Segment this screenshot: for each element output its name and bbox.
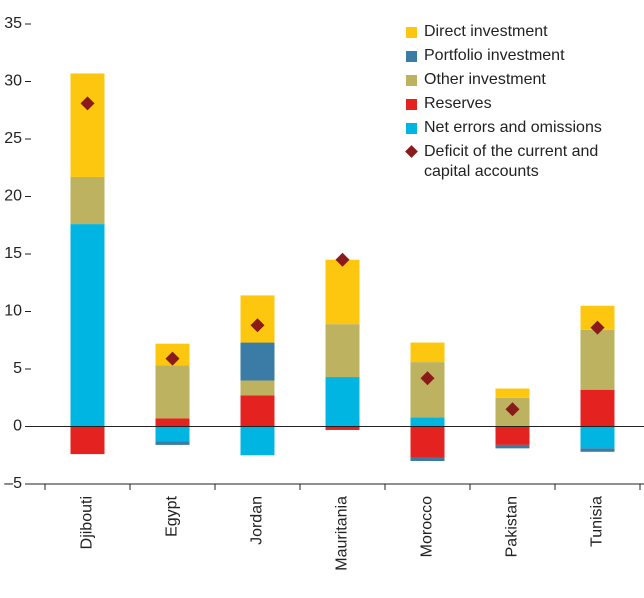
- y-tick-label: 25: [4, 130, 22, 147]
- bar-segment: [410, 457, 445, 461]
- bar-segment: [580, 448, 615, 452]
- legend-label: Portfolio investment: [424, 47, 565, 64]
- marker: [165, 351, 180, 366]
- bar-segment: [325, 324, 360, 378]
- legend-label: Direct investment: [424, 23, 548, 40]
- legend-label: Reserves: [424, 95, 492, 112]
- marker: [80, 96, 95, 111]
- y-tick-label: 0: [13, 418, 22, 435]
- bar-segment: [70, 73, 105, 177]
- marker: [335, 252, 350, 267]
- y-tick-label: 30: [4, 73, 22, 90]
- y-tick-label: 20: [4, 188, 22, 205]
- bar-segment: [580, 329, 615, 390]
- y-tick-label: 10: [4, 303, 22, 320]
- y-tick-label: –5: [4, 475, 22, 492]
- bar-segment: [240, 426, 275, 456]
- marker: [505, 402, 520, 417]
- bar-segment: [70, 224, 105, 427]
- x-tick-label: Mauritania: [334, 496, 351, 571]
- legend-item: Portfolio investment: [404, 46, 640, 66]
- bar-segment: [325, 259, 360, 325]
- marker: [420, 371, 435, 386]
- bar-segment: [240, 380, 275, 396]
- bar-segment: [325, 377, 360, 427]
- x-tick-label: Djibouti: [79, 496, 96, 549]
- legend-label: Deficit of the current and capital accou…: [424, 143, 599, 180]
- bar-segment: [495, 426, 530, 445]
- bar-segment: [155, 426, 190, 442]
- bar-segment: [70, 426, 105, 455]
- bar-segment: [155, 441, 190, 445]
- bar-segment: [410, 426, 445, 458]
- legend-item: Reserves: [404, 94, 640, 114]
- x-tick-label: Egypt: [164, 495, 181, 536]
- legend-item: Other investment: [404, 70, 640, 90]
- x-tick-label: Pakistan: [504, 496, 521, 557]
- bar-segment: [410, 362, 445, 418]
- bar-segment: [325, 426, 360, 430]
- y-tick-label: 35: [4, 15, 22, 32]
- legend-swatch: [406, 27, 417, 38]
- legend-swatch: [405, 145, 418, 158]
- legend-item: Deficit of the current and capital accou…: [404, 142, 640, 182]
- legend-item: Net errors and omissions: [404, 118, 640, 138]
- bar-segment: [240, 342, 275, 381]
- legend-item: Direct investment: [404, 22, 640, 42]
- bar-segment: [580, 426, 615, 449]
- x-tick-label: Morocco: [419, 496, 436, 557]
- bar-segment: [155, 418, 190, 427]
- bar-segment: [495, 388, 530, 398]
- bar-segment: [240, 395, 275, 427]
- x-tick-label: Tunisia: [589, 496, 606, 547]
- legend-label: Net errors and omissions: [424, 119, 602, 136]
- legend-swatch: [406, 51, 417, 62]
- y-tick-label: 15: [4, 245, 22, 262]
- bar-segment: [495, 444, 530, 449]
- y-tick-label: 5: [13, 360, 22, 377]
- legend-swatch: [406, 123, 417, 134]
- bar-segment: [580, 389, 615, 427]
- x-tick-label: Jordan: [249, 496, 266, 545]
- bar-segment: [155, 365, 190, 419]
- legend: Direct investment Portfolio investment Oth…: [404, 22, 640, 186]
- bar-segment: [410, 342, 445, 363]
- bar-segment: [410, 417, 445, 427]
- marker: [250, 318, 265, 333]
- legend-swatch: [406, 75, 417, 86]
- marker: [590, 320, 605, 335]
- bar-segment: [70, 176, 105, 225]
- legend-label: Other investment: [424, 71, 546, 88]
- legend-swatch: [406, 99, 417, 110]
